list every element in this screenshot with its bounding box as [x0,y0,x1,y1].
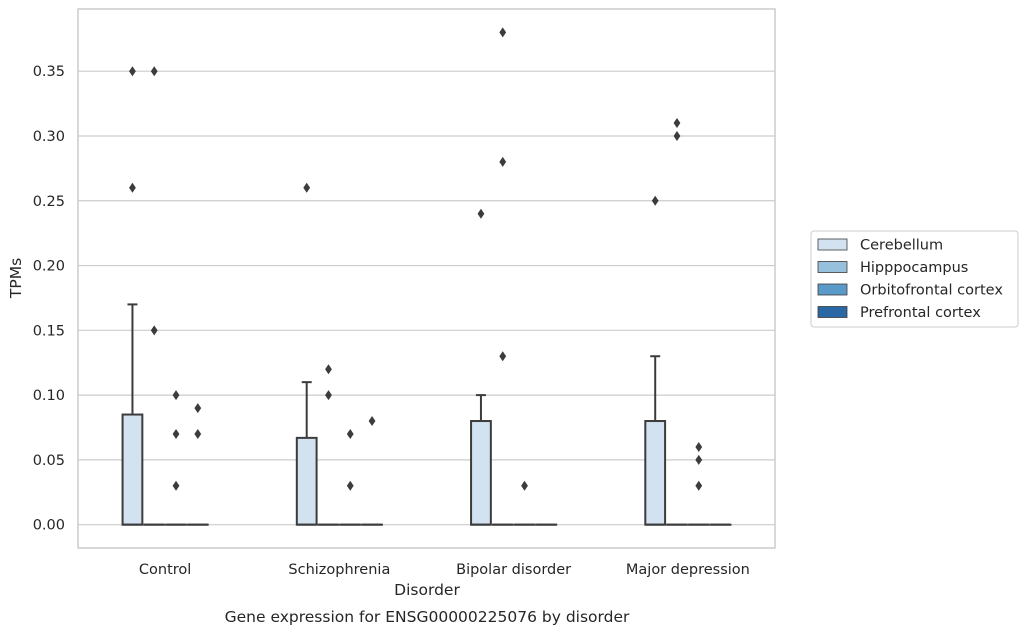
x-tick-label: Bipolar disorder [456,562,571,578]
legend-label-hipppocampus: Hipppocampus [860,260,968,276]
y-tick-label: 0.05 [33,453,65,469]
legend-swatch-prefrontal-cortex [817,306,848,318]
outlier-point [499,27,507,38]
y-tick-label: 0.20 [33,259,65,275]
box-body [644,420,667,526]
outlier-point [194,403,202,414]
x-tick-label: Major depression [626,562,750,578]
chart-caption: Gene expression for ENSG00000225076 by d… [225,608,630,626]
outlier-point [673,118,681,129]
box-body [470,420,492,526]
plot-frame [77,8,776,549]
legend-swatch-cerebellum [817,238,848,251]
y-tick-label: 0.30 [33,129,65,145]
legend-swatch-orbitofrontal-cortex [817,283,848,296]
gridlines [78,70,775,526]
legend-label-cerebellum: Cerebellum [860,238,943,254]
outlier-point [150,66,158,77]
outlier-point [325,390,332,401]
outlier-point [172,428,180,439]
outlier-point [499,156,507,167]
legend-label-prefrontal-cortex: Prefrontal cortex [860,305,981,321]
x-tick-label: Schizophrenia [288,562,390,578]
y-tick-label: 0.25 [33,194,65,210]
outlier-point [150,325,158,336]
legend-swatch-hipppocampus [817,261,848,273]
box-body [121,413,144,526]
x-tick-labels: Control Schizophrenia Bipolar disorder Majo… [139,562,750,578]
outlier-point [499,351,507,362]
box-cerebellum-bipolar-disorder [470,394,492,526]
box-cerebellum-schizophrenia [295,381,318,526]
box-cerebellum-control [121,303,144,526]
outlier-point [477,208,485,219]
outlier-points [129,27,703,491]
outlier-point [346,480,354,491]
legend-frame [810,230,1019,328]
legend-label-orbitofrontal-cortex: Orbitofrontal cortex [860,283,1003,299]
outlier-point [695,441,703,452]
box-body [295,436,318,526]
y-tick-label: 0.15 [33,323,65,339]
outlier-point [651,195,659,206]
outlier-point [129,66,136,77]
y-tick-label: 0.00 [33,518,65,534]
x-tick-label: Control [139,562,191,578]
outlier-point [521,480,528,491]
outlier-point [346,428,354,439]
y-tick-label: 0.35 [33,64,65,80]
x-axis-label: Disorder [394,581,460,599]
outlier-point [673,130,681,141]
y-tick-labels: 0.00 0.05 0.10 0.15 0.20 0.25 0.30 0.35 [33,64,65,533]
box-cerebellum-major-depression [644,355,667,526]
y-axis-label: TPMs [7,258,25,299]
boxes [121,303,732,526]
outlier-point [695,480,703,491]
outlier-point [129,182,136,193]
outlier-point [194,428,202,439]
outlier-point [172,390,180,401]
outlier-point [325,364,332,375]
outlier-point [172,480,180,491]
legend: Cerebellum Hipppocampus Orbitofrontal co… [810,230,1019,328]
outlier-point [368,416,376,427]
outlier-point [303,182,311,193]
y-tick-label: 0.10 [33,388,65,404]
outlier-point [695,454,703,465]
